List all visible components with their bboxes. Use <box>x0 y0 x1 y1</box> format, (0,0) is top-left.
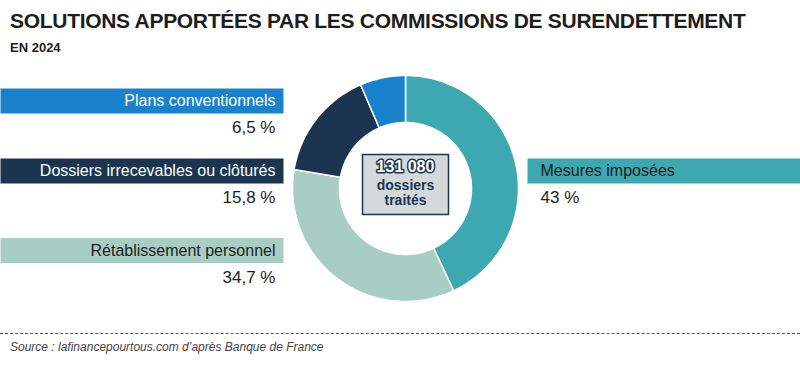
svg-text:Plans conventionnels: Plans conventionnels <box>124 92 275 109</box>
svg-text:131 080: 131 080 <box>377 158 435 175</box>
svg-text:15,8 %: 15,8 % <box>223 188 276 207</box>
svg-text:Dossiers irrecevables ou clôtu: Dossiers irrecevables ou clôturés <box>40 162 276 179</box>
svg-text:43 %: 43 % <box>541 188 580 207</box>
svg-text:6,5 %: 6,5 % <box>232 118 275 137</box>
html-text:SOLUTIONS APPORTÉES PAR LES CO: SOLUTIONS APPORTÉES PAR LES COMMISSIONS … <box>10 9 746 32</box>
svg-text:dossierstraités: dossierstraités <box>377 177 435 208</box>
svg-text:34,7 %: 34,7 % <box>223 268 276 287</box>
svg-text:Mesures imposées: Mesures imposées <box>541 162 675 179</box>
html-text:Source : lafinancepourtous.com: Source : lafinancepourtous.com d’après B… <box>10 340 324 354</box>
html-text:EN 2024: EN 2024 <box>10 40 61 55</box>
svg-text:Rétablissement personnel: Rétablissement personnel <box>91 242 276 259</box>
